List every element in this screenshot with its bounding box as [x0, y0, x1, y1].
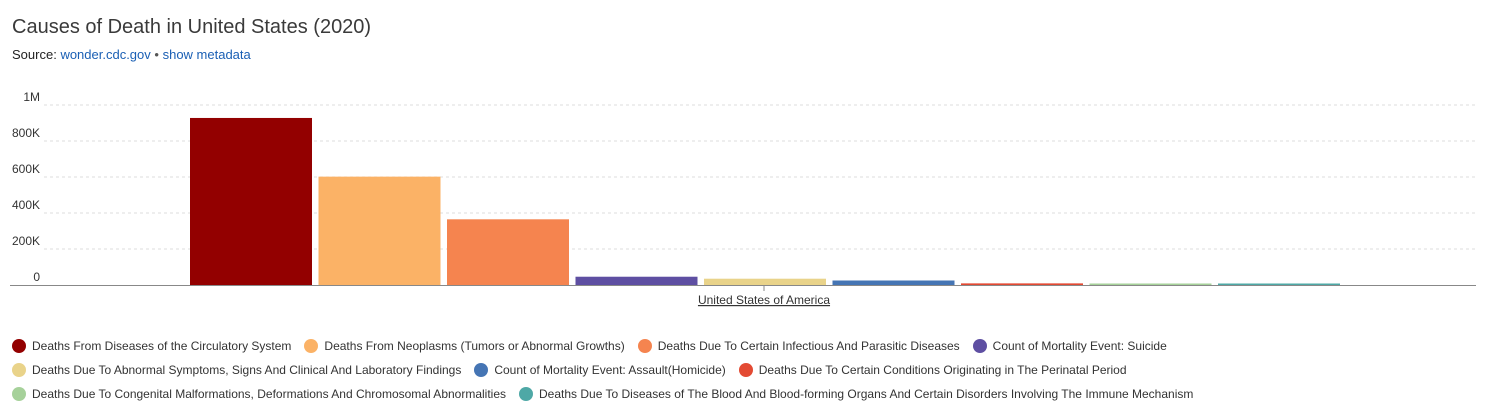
legend-swatch	[12, 363, 26, 377]
legend-item[interactable]: Deaths Due To Congenital Malformations, …	[12, 387, 506, 401]
legend-swatch	[12, 339, 26, 353]
legend-label: Deaths Due To Congenital Malformations, …	[32, 387, 507, 401]
legend-item[interactable]: Deaths Due To Diseases of The Blood And …	[519, 387, 1193, 401]
source-separator: •	[154, 47, 159, 62]
legend-label: Deaths From Diseases of the Circulatory …	[32, 339, 292, 353]
legend-label: Count of Mortality Event: Suicide	[992, 339, 1167, 353]
bar[interactable]: Count of Mortality Event: Assault(Homici…	[832, 280, 955, 286]
legend-swatch	[519, 387, 534, 401]
legend-item[interactable]: Deaths From Diseases of the Circulatory …	[12, 339, 291, 353]
x-category-label[interactable]: United States of America	[698, 293, 830, 307]
chart-legend: Deaths From Diseases of the Circulatory …	[12, 334, 1482, 406]
legend-label: Deaths From Neoplasms (Tumors or Abnorma…	[324, 339, 625, 353]
y-tick-label: 400K	[12, 198, 40, 212]
bar[interactable]: Deaths Due To Certain Infectious And Par…	[447, 219, 569, 285]
bar-chart: 0 200K 400K 600K 800K 1M Deaths From Diseases …	[10, 90, 1476, 307]
show-metadata-link[interactable]: show metadata	[162, 47, 251, 62]
legend-label: Deaths Due To Certain Infectious And Par…	[657, 339, 960, 353]
legend-label: Deaths Due To Abnormal Symptoms, Signs A…	[32, 363, 462, 377]
bar[interactable]: Deaths Due To Congenital Malformations, …	[1089, 283, 1212, 286]
legend-swatch	[304, 339, 319, 353]
source-label: Source:	[12, 47, 57, 62]
bar[interactable]: Deaths From Diseases of the Circulatory …	[190, 117, 312, 286]
bar[interactable]: Count of Mortality Event: Suicide	[575, 276, 698, 285]
legend-item[interactable]: Count of Mortality Event: Suicide	[972, 339, 1167, 353]
legend-row: Deaths Due To Congenital Malformations, …	[12, 382, 1482, 406]
y-tick-label: 1M	[23, 90, 40, 104]
bar[interactable]: Deaths Due To Certain Conditions Origina…	[961, 283, 1083, 285]
legend-label: Count of Mortality Event: Assault(Homici…	[494, 363, 726, 377]
legend-item[interactable]: Deaths Due To Certain Conditions Origina…	[738, 363, 1127, 377]
legend-swatch	[972, 339, 987, 353]
legend-swatch	[738, 363, 753, 377]
legend-swatch	[12, 387, 26, 401]
legend-row: Deaths Due To Abnormal Symptoms, Signs A…	[12, 358, 1482, 382]
y-tick-label: 0	[33, 270, 40, 284]
legend-item[interactable]: Deaths Due To Certain Infectious And Par…	[637, 339, 960, 353]
y-tick-label: 200K	[12, 234, 40, 248]
legend-label: Deaths Due To Certain Conditions Origina…	[758, 363, 1127, 377]
legend-item[interactable]: Deaths Due To Abnormal Symptoms, Signs A…	[12, 363, 461, 377]
bar[interactable]: Deaths From Neoplasms (Tumors or Abnorma…	[318, 176, 441, 285]
chart-title: Causes of Death in United States (2020)	[12, 16, 372, 38]
y-tick-label: 600K	[12, 162, 40, 176]
legend-item[interactable]: Count of Mortality Event: Assault(Homici…	[474, 363, 726, 377]
legend-swatch	[474, 363, 489, 377]
bar[interactable]: Deaths Due To Abnormal Symptoms, Signs A…	[704, 278, 826, 285]
legend-swatch	[637, 339, 652, 353]
y-tick-label: 800K	[12, 126, 40, 140]
legend-label: Deaths Due To Diseases of The Blood And …	[539, 387, 1194, 401]
source-line: Source: wonder.cdc.gov • show metadata	[12, 47, 251, 62]
legend-item[interactable]: Deaths From Neoplasms (Tumors or Abnorma…	[304, 339, 625, 353]
legend-row: Deaths From Diseases of the Circulatory …	[12, 334, 1482, 358]
bar[interactable]: Deaths Due To Diseases of The Blood And …	[1218, 283, 1340, 286]
source-link[interactable]: wonder.cdc.gov	[60, 47, 151, 62]
